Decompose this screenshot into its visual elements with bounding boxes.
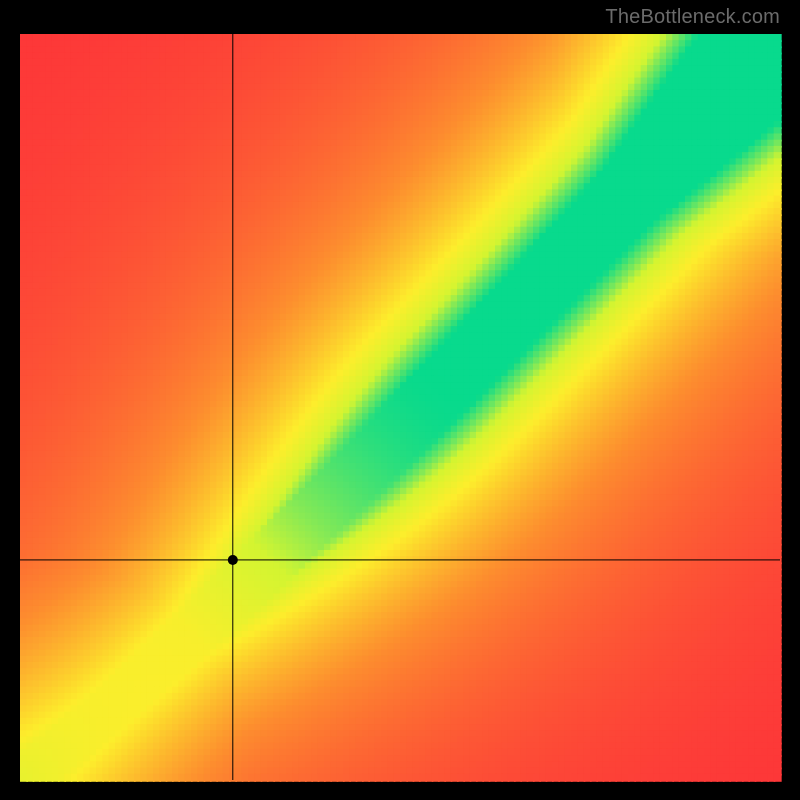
watermark-label: TheBottleneck.com xyxy=(605,6,780,29)
bottleneck-heatmap xyxy=(0,0,800,800)
